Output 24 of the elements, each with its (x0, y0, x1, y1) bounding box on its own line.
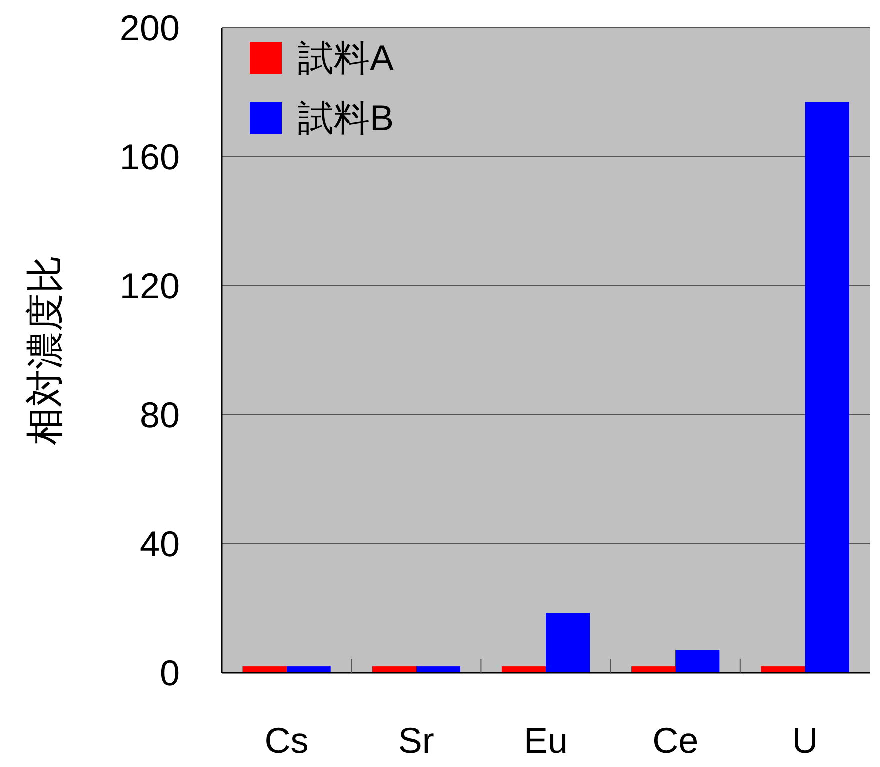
x-tick-label: Eu (524, 720, 568, 761)
y-tick-label: 80 (140, 394, 180, 436)
bar (286, 666, 331, 673)
bar (416, 666, 460, 673)
y-tick-label: 120 (120, 266, 180, 307)
y-tick-label: 200 (120, 8, 180, 49)
bar (805, 102, 850, 673)
bar (676, 650, 720, 673)
y-tick-label: 40 (140, 524, 180, 565)
y-tick-label: 160 (120, 136, 180, 178)
bar (546, 613, 590, 673)
bar (502, 666, 546, 673)
x-tick-label: U (792, 720, 818, 761)
x-tick-label: Sr (398, 720, 434, 761)
legend-label: 試料A (298, 38, 394, 79)
bar (372, 666, 416, 673)
x-tick-label: Ce (652, 720, 699, 761)
bar (632, 666, 676, 673)
y-tick-label: 0 (160, 652, 180, 694)
bar (242, 666, 287, 673)
x-tick-label: Cs (264, 720, 309, 761)
legend-label: 試料B (298, 98, 394, 139)
bar (761, 666, 806, 673)
y-axis-title: 相対濃度比 (25, 256, 67, 446)
